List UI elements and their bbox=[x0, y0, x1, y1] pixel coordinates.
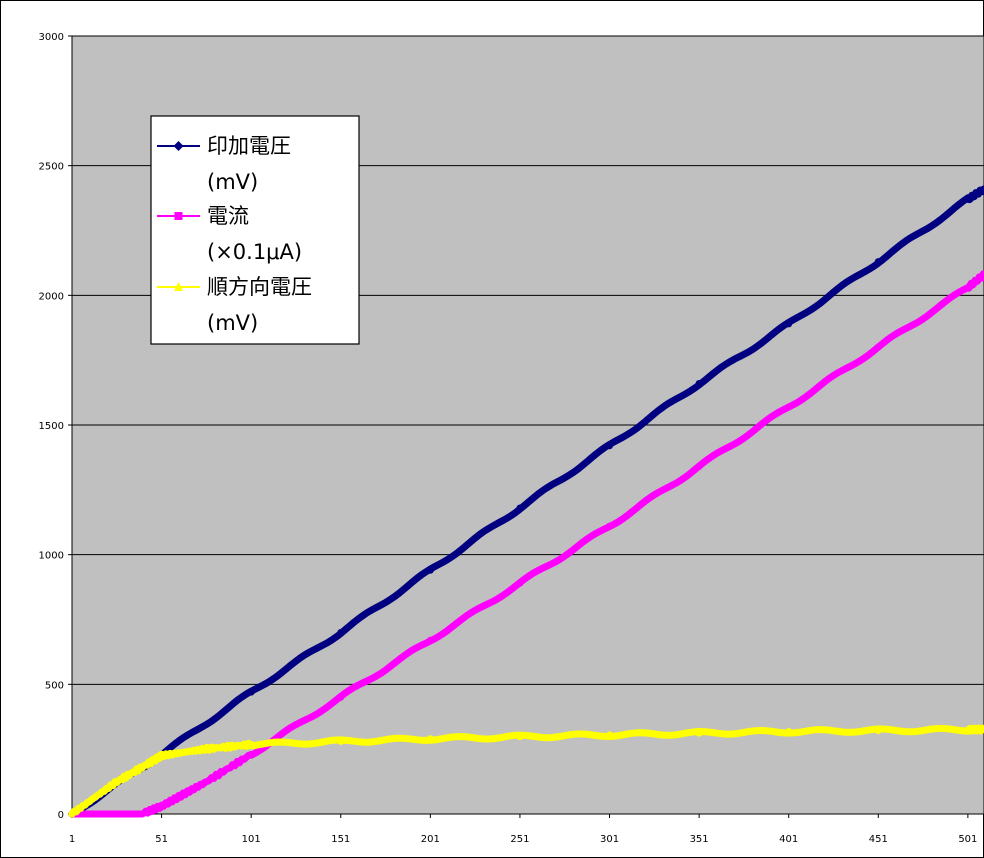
x-tick-label: 151 bbox=[331, 834, 350, 845]
data-point-forward-voltage bbox=[111, 779, 119, 787]
data-point-forward-voltage bbox=[247, 740, 255, 748]
legend-box bbox=[150, 115, 360, 345]
legend-unit-current: (×0.1μA) bbox=[207, 240, 302, 264]
x-tick-label: 251 bbox=[510, 834, 529, 845]
y-axis: 0 500 1000 1500 2000 2500 3000 bbox=[39, 32, 72, 821]
data-point-applied-voltage bbox=[785, 320, 793, 328]
data-point-forward-voltage bbox=[147, 758, 155, 766]
x-tick-label: 351 bbox=[690, 834, 709, 845]
x-tick-label: 101 bbox=[242, 834, 261, 845]
data-point-forward-voltage bbox=[606, 731, 614, 739]
data-point-applied-voltage bbox=[516, 504, 524, 512]
data-point-current bbox=[606, 522, 614, 530]
x-tick-label: 501 bbox=[958, 834, 977, 845]
data-point-applied-voltage bbox=[980, 185, 984, 193]
data-point-forward-voltage bbox=[964, 726, 972, 734]
data-point-current bbox=[980, 271, 984, 279]
legend-label-applied-voltage: 印加電圧 bbox=[207, 134, 291, 158]
legend-marker-square-icon bbox=[174, 212, 183, 220]
data-point-forward-voltage bbox=[158, 752, 166, 760]
y-tick-label: 2500 bbox=[39, 162, 64, 173]
data-point-current bbox=[964, 284, 972, 292]
legend-item-current: 電流 (×0.1μA) bbox=[157, 204, 302, 264]
data-point-forward-voltage bbox=[337, 737, 345, 745]
data-point-applied-voltage bbox=[247, 688, 255, 696]
data-point-applied-voltage bbox=[964, 195, 972, 203]
y-tick-label: 1000 bbox=[39, 551, 64, 562]
data-point-current bbox=[695, 462, 703, 470]
data-point-current bbox=[158, 802, 166, 810]
data-point-forward-voltage bbox=[516, 733, 524, 741]
data-point-current bbox=[201, 779, 209, 787]
data-point-applied-voltage bbox=[337, 628, 345, 636]
legend: 印加電圧 (mV) 電流 (×0.1μA) 順方向電圧 (mV) bbox=[150, 115, 360, 345]
data-point-current bbox=[426, 636, 434, 644]
data-point-applied-voltage bbox=[695, 380, 703, 388]
x-tick-label: 301 bbox=[600, 834, 619, 845]
y-tick-label: 2000 bbox=[39, 291, 64, 302]
x-tick-label: 401 bbox=[779, 834, 798, 845]
x-axis: 1 51 101 151 201 251 301 351 401 451 501 bbox=[69, 814, 977, 845]
data-point-current bbox=[516, 579, 524, 587]
data-point-applied-voltage bbox=[606, 442, 614, 450]
legend-unit-applied-voltage: (mV) bbox=[207, 170, 258, 194]
x-tick-label: 51 bbox=[155, 834, 168, 845]
y-tick-label: 3000 bbox=[39, 32, 64, 43]
data-point-forward-voltage bbox=[874, 726, 882, 734]
legend-label-forward-voltage: 順方向電圧 bbox=[207, 275, 312, 299]
legend-marker-triangle-icon bbox=[174, 282, 183, 291]
data-point-current bbox=[138, 810, 146, 818]
series-line-current bbox=[68, 270, 984, 818]
y-tick-label: 1500 bbox=[39, 421, 64, 432]
series-line-applied-voltage bbox=[68, 185, 984, 818]
legend-marker-diamond-icon bbox=[173, 141, 184, 151]
data-point-forward-voltage bbox=[426, 735, 434, 743]
y-tick-label: 0 bbox=[58, 810, 64, 821]
data-point-current bbox=[337, 693, 345, 701]
data-point-applied-voltage bbox=[874, 258, 882, 266]
y-tick-label: 500 bbox=[45, 680, 64, 691]
legend-item-applied-voltage: 印加電圧 (mV) bbox=[157, 134, 291, 194]
x-tick-label: 451 bbox=[869, 834, 888, 845]
x-tick-label: 201 bbox=[421, 834, 440, 845]
data-point-forward-voltage bbox=[68, 810, 76, 818]
x-tick-label: 1 bbox=[69, 834, 75, 845]
data-point-forward-voltage bbox=[201, 745, 209, 753]
legend-label-current: 電流 bbox=[207, 204, 249, 228]
data-point-current bbox=[247, 750, 255, 758]
series-lines bbox=[68, 185, 984, 818]
legend-item-forward-voltage: 順方向電圧 (mV) bbox=[157, 275, 312, 335]
data-point-current bbox=[785, 403, 793, 411]
data-point-current bbox=[874, 343, 882, 351]
data-point-forward-voltage bbox=[785, 728, 793, 736]
legend-unit-forward-voltage: (mV) bbox=[207, 311, 258, 335]
data-point-forward-voltage bbox=[695, 729, 703, 737]
data-point-forward-voltage bbox=[980, 725, 984, 733]
data-point-applied-voltage bbox=[426, 566, 434, 574]
